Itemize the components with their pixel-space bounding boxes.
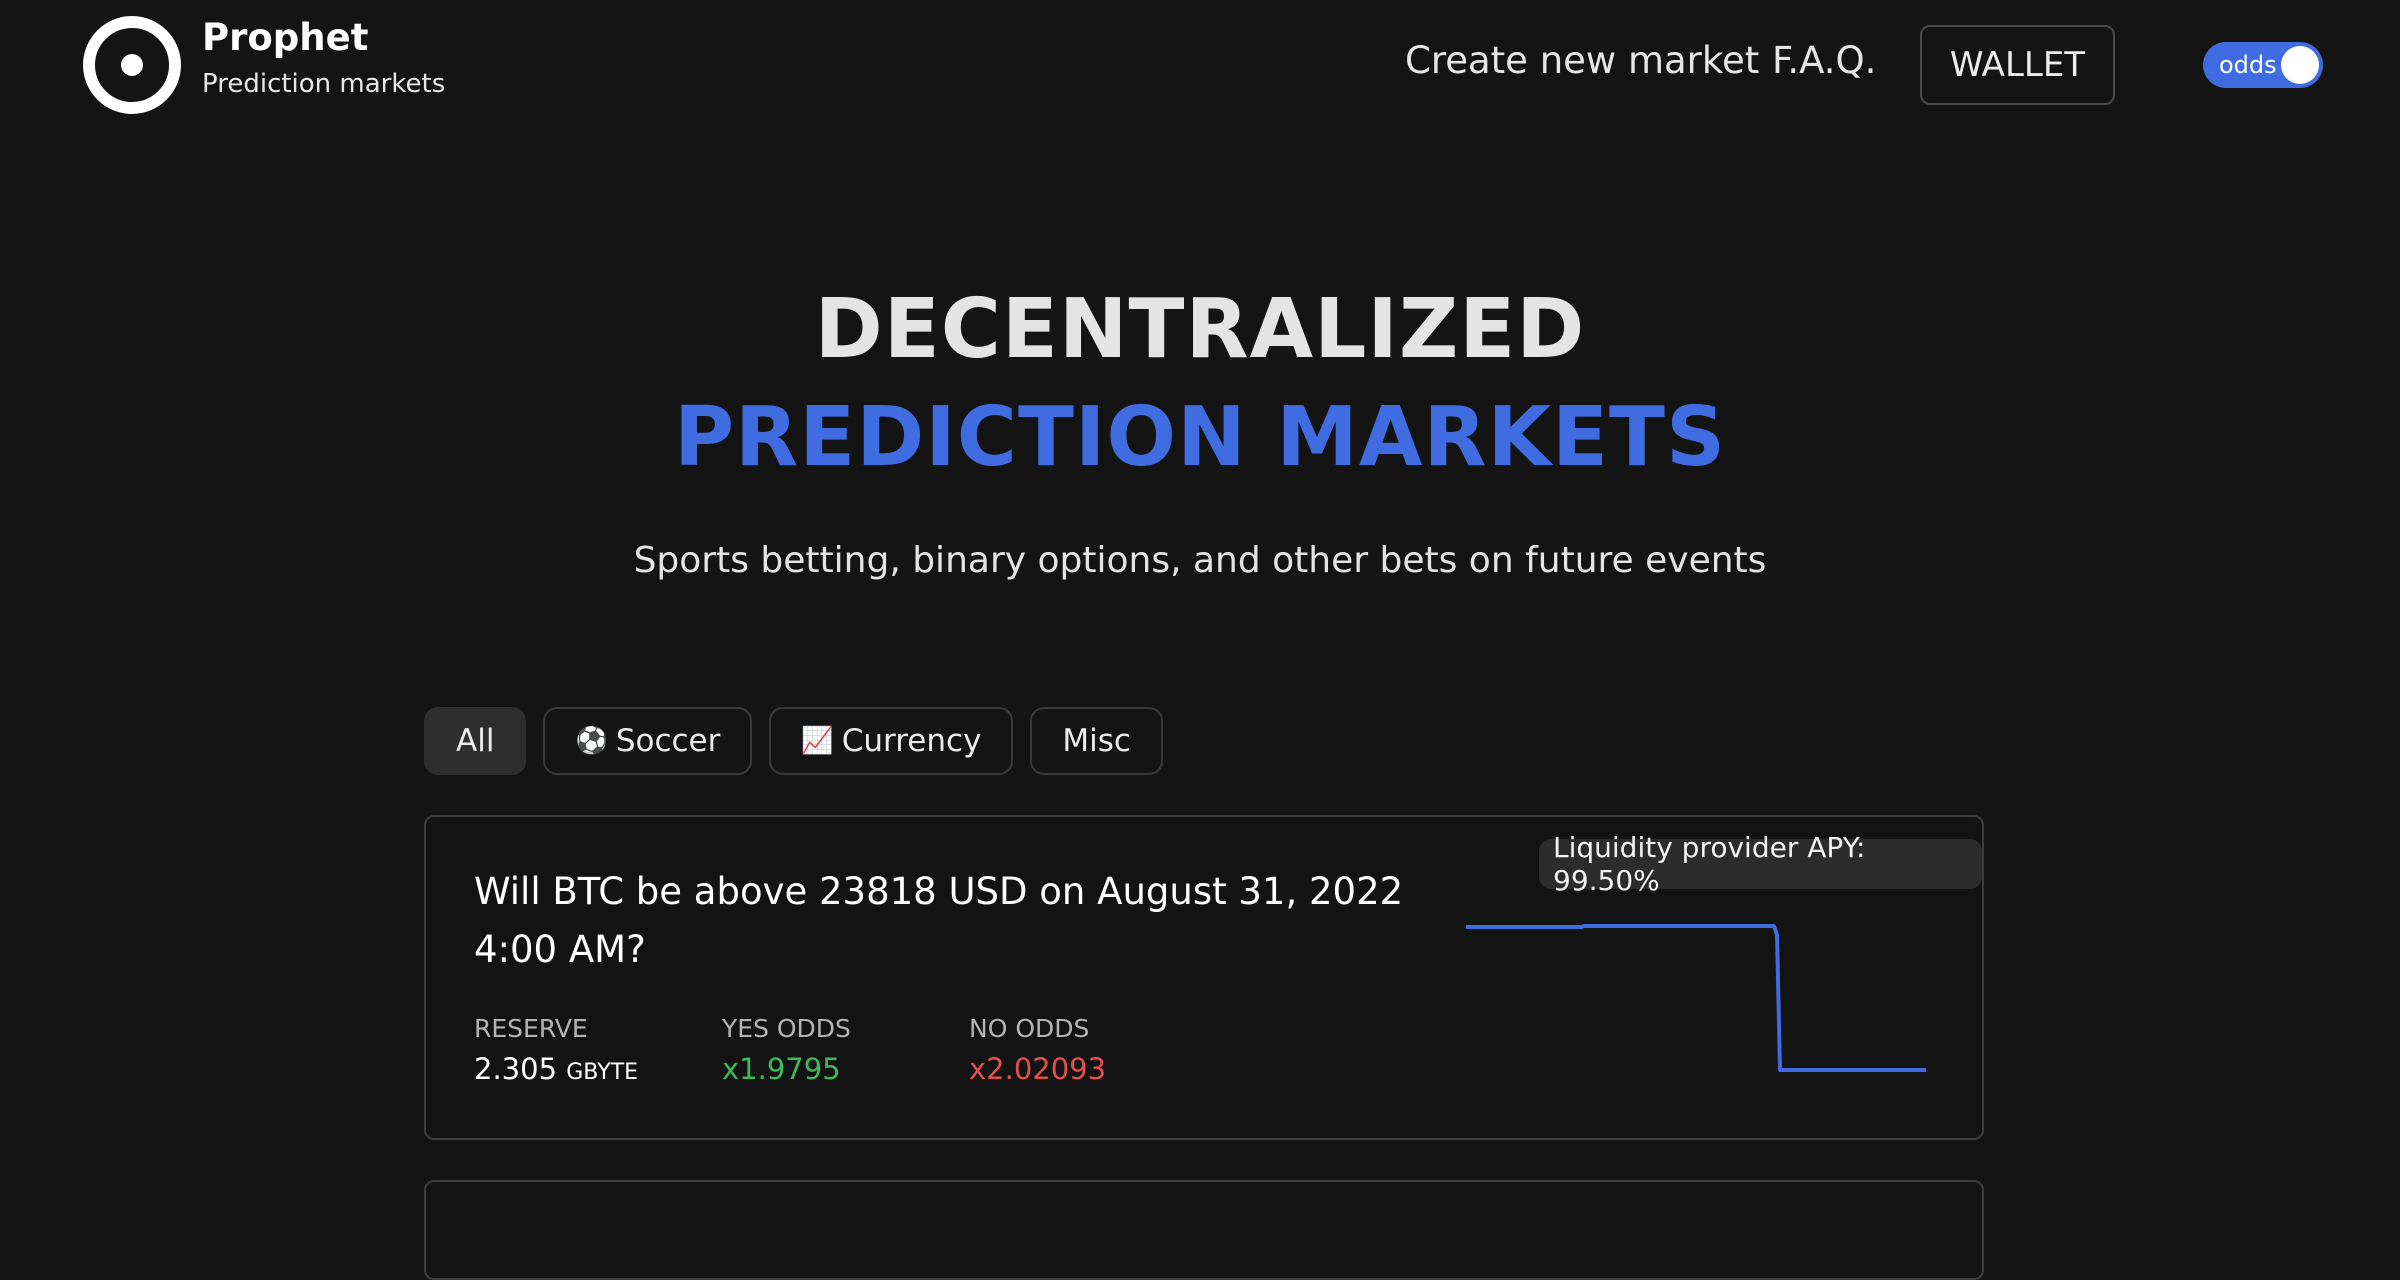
reserve-stat: RESERVE 2.305 GBYTE <box>474 1013 638 1091</box>
prophet-logo-icon[interactable] <box>83 16 181 114</box>
hero-title-line2: PREDICTION MARKETS <box>673 390 1727 485</box>
odds-toggle[interactable]: odds <box>2203 42 2323 88</box>
category-filters: All ⚽ Soccer 📈 Currency Misc <box>424 707 1163 775</box>
reserve-value: 2.305 GBYTE <box>474 1051 638 1091</box>
create-market-link[interactable]: Create new market <box>1405 39 1760 82</box>
filter-label: All <box>456 723 495 759</box>
sparkline-line <box>1466 924 1926 1072</box>
brand-subtitle: Prediction markets <box>202 69 446 99</box>
yes-odds-stat: YES ODDS x1.9795 <box>722 1013 851 1087</box>
apy-badge: Liquidity provider APY: 99.50% <box>1539 831 1982 897</box>
market-card[interactable] <box>424 1180 1984 1280</box>
hero-title-line1: DECENTRALIZED <box>814 282 1586 377</box>
faq-link[interactable]: F.A.Q. <box>1772 39 1877 82</box>
toggle-knob <box>2281 46 2319 84</box>
filter-all[interactable]: All <box>424 707 527 775</box>
reserve-amount: 2.305 <box>474 1052 558 1086</box>
no-odds-label: NO ODDS <box>969 1014 1090 1043</box>
odds-toggle-label: odds <box>2219 51 2277 79</box>
header: Prophet Prediction markets Create new ma… <box>0 0 2400 130</box>
filter-currency[interactable]: 📈 Currency <box>769 707 1014 775</box>
filter-soccer[interactable]: ⚽ Soccer <box>543 707 753 775</box>
soccer-ball-icon: ⚽ <box>575 726 608 756</box>
logo-dot <box>121 54 143 76</box>
chart-increasing-icon: 📈 <box>801 726 834 756</box>
yes-odds-label: YES ODDS <box>722 1014 851 1043</box>
no-odds-stat: NO ODDS x2.02093 <box>969 1013 1106 1087</box>
odds-history-sparkline <box>1466 924 1926 1072</box>
reserve-unit: GBYTE <box>566 1060 638 1085</box>
no-odds-value: x2.02093 <box>969 1052 1107 1086</box>
market-title[interactable]: Will BTC be above 23818 USD on August 31… <box>474 870 1404 971</box>
brand-title[interactable]: Prophet <box>202 16 369 59</box>
market-card[interactable]: Will BTC be above 23818 USD on August 31… <box>424 815 1984 1140</box>
filter-label: Misc <box>1062 723 1131 759</box>
yes-odds-value: x1.9795 <box>722 1052 841 1086</box>
reserve-label: RESERVE <box>474 1014 588 1043</box>
filter-label: Soccer <box>615 723 721 759</box>
hero-subtitle: Sports betting, binary options, and othe… <box>633 540 1767 581</box>
wallet-button[interactable]: WALLET <box>1920 25 2115 105</box>
filter-misc[interactable]: Misc <box>1030 707 1163 775</box>
filter-label: Currency <box>841 723 982 759</box>
